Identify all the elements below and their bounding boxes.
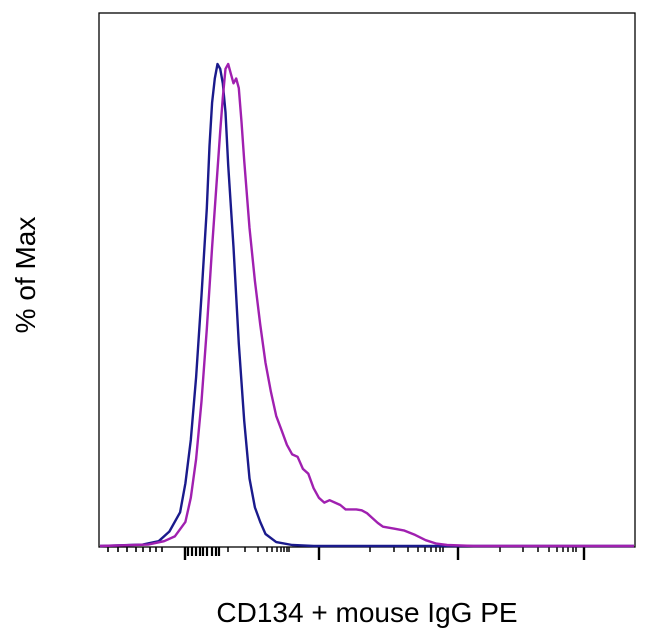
series-layer: [99, 62, 634, 548]
y-axis-title: % of Max: [10, 217, 41, 334]
series-line-2: [99, 62, 634, 548]
x-axis-title: CD134 + mouse IgG PE: [216, 597, 517, 628]
x-axis-ticks: [107, 547, 586, 560]
series-line-1: [99, 62, 634, 548]
plot-frame: [98, 12, 636, 548]
